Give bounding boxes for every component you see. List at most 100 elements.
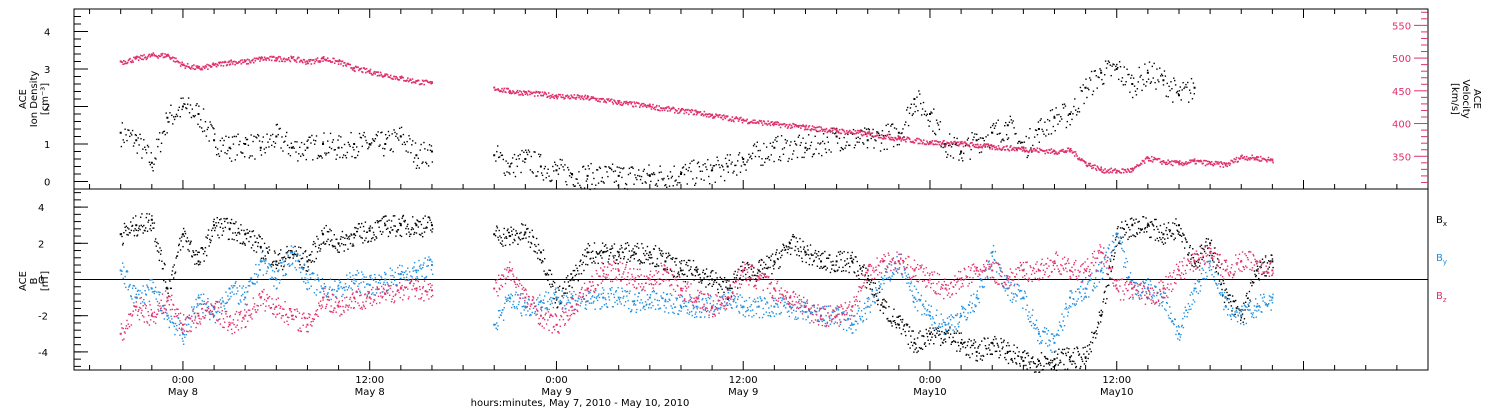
sample-velocity (305, 63, 307, 65)
sample-ion-density (332, 139, 335, 141)
sample-velocity (1256, 156, 1258, 158)
sample-velocity (553, 97, 555, 100)
sample-ion-density (917, 109, 919, 112)
sample-ion-density (1156, 68, 1158, 70)
sample-velocity (758, 122, 760, 125)
sample-bx (631, 254, 634, 257)
sample-ion-density (511, 157, 514, 159)
sample-bx (1167, 222, 1170, 224)
sample-velocity (359, 68, 362, 71)
point-velocity (617, 100, 620, 103)
point-bx (882, 305, 885, 308)
sample-velocity (571, 95, 573, 98)
sample-ion-density (867, 128, 870, 130)
sample-velocity (144, 56, 147, 58)
sample-bx (972, 342, 975, 345)
sample-velocity (1021, 150, 1024, 152)
point-ion-density (228, 146, 231, 149)
sample-bx (206, 237, 208, 239)
sample-ion-density (410, 152, 412, 154)
sample-bx (329, 228, 331, 231)
sample-by (143, 298, 145, 301)
sample-bx (172, 266, 174, 268)
sample-bx (372, 231, 375, 234)
sample-bx (1008, 344, 1010, 347)
sample-bx (582, 261, 585, 264)
sample-ion-density (952, 157, 955, 159)
sample-bx (741, 279, 743, 281)
sample-bx (639, 263, 641, 265)
sample-bx (1256, 265, 1259, 267)
sample-ion-density (1145, 85, 1147, 87)
sample-velocity (856, 129, 859, 132)
sample-velocity (316, 57, 319, 59)
sample-bx (742, 279, 744, 281)
sample-velocity (414, 82, 417, 84)
sample-bx (710, 272, 712, 274)
sample-velocity (900, 140, 903, 142)
sample-bx (377, 220, 380, 223)
sample-bx (1096, 333, 1098, 335)
sample-bx (275, 267, 278, 270)
sample-bx (381, 217, 383, 220)
sample-ion-density (726, 154, 729, 156)
top-left-tick-label: 2 (44, 103, 50, 114)
sample-bx (221, 234, 223, 236)
sample-by (187, 323, 190, 326)
sample-bx (322, 242, 324, 245)
sample-by (194, 315, 197, 318)
sample-by (222, 301, 225, 303)
sample-bx (1208, 254, 1211, 257)
sample-bx (505, 236, 507, 238)
sample-bx (841, 252, 843, 254)
sample-velocity (1232, 161, 1235, 164)
sample-bx (703, 277, 705, 279)
sample-velocity (917, 142, 920, 145)
sample-bx (1073, 347, 1076, 350)
top-right-tick-label: 350 (1392, 152, 1411, 163)
sample-bx (141, 213, 143, 215)
sample-velocity (1185, 161, 1187, 163)
sample-bx (884, 300, 886, 302)
sample-velocity (1199, 159, 1202, 162)
sample-ion-density (966, 139, 969, 141)
sample-bx (1247, 297, 1249, 299)
sample-ion-density (693, 159, 695, 161)
sample-velocity (919, 139, 922, 141)
sample-bx (129, 232, 131, 234)
sample-ion-density (370, 142, 373, 144)
sample-bx (736, 287, 739, 289)
sample-bx (527, 241, 530, 243)
sample-velocity (690, 111, 692, 114)
point-by (1271, 296, 1274, 299)
sample-ion-density (843, 136, 845, 139)
sample-velocity (1052, 149, 1055, 152)
sample-bx (847, 251, 849, 254)
sample-ion-density (1131, 96, 1134, 99)
sample-by (241, 287, 243, 289)
sample-by (275, 277, 277, 280)
sample-by (124, 275, 126, 278)
sample-bx (864, 274, 867, 276)
sample-bx (420, 223, 423, 226)
sample-bx (370, 237, 373, 240)
sample-bx (1248, 305, 1250, 307)
sample-bx (596, 252, 598, 254)
sample-ion-density (1056, 114, 1058, 116)
sample-bx (611, 247, 614, 249)
sample-bx (639, 260, 642, 262)
sample-ion-density (129, 135, 131, 138)
sample-velocity (1150, 160, 1152, 162)
sample-bx (570, 273, 573, 275)
sample-bx (926, 335, 929, 338)
sample-velocity (1182, 164, 1184, 167)
sample-ion-density (1176, 90, 1179, 93)
sample-ion-density (1133, 85, 1136, 87)
sample-bx (891, 325, 893, 327)
sample-velocity (1228, 162, 1230, 164)
sample-ion-density (223, 139, 225, 142)
sample-ion-density (733, 170, 735, 172)
sample-ion-density (1004, 121, 1007, 124)
sample-bx (339, 245, 341, 247)
sample-bx (746, 261, 749, 264)
